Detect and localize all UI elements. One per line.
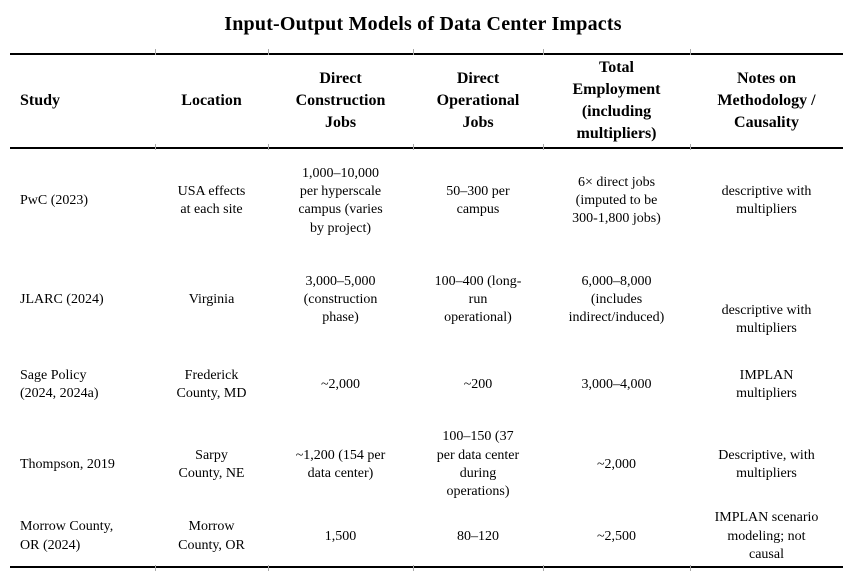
- grid-tick: [543, 565, 544, 571]
- column-header-study: Study: [20, 92, 61, 110]
- cell-location: USA effects at each site: [177, 184, 246, 218]
- cell-construction-jobs: 1,000–10,000 per hyperscale campus (vari…: [298, 165, 383, 236]
- column-header-construction-jobs: Direct Construction Jobs: [295, 70, 386, 132]
- grid-tick: [690, 49, 691, 55]
- impacts-table: Study Location Direct Construction Jobs …: [10, 53, 843, 568]
- cell-notes: IMPLAN multipliers: [736, 367, 797, 401]
- table-row-jlarc: JLARC (2024) Virginia 3,000–5,000 (const…: [10, 253, 843, 347]
- cell-notes: descriptive with multipliers: [721, 184, 812, 218]
- cell-operational-jobs: 100–150 (37 per data center during opera…: [436, 429, 520, 499]
- grid-tick: [155, 565, 156, 571]
- table-row-morrow-county: Morrow County, OR (2024) Morrow County, …: [10, 507, 843, 567]
- grid-tick: [155, 49, 156, 55]
- cell-notes: descriptive with multipliers: [721, 302, 812, 337]
- cell-total-employment: ~2,000: [596, 456, 637, 472]
- table-title: Input-Output Models of Data Center Impac…: [224, 13, 622, 35]
- cell-operational-jobs: 80–120: [457, 528, 499, 544]
- cell-study: Morrow County, OR (2024): [20, 519, 114, 553]
- cell-location: Morrow County, OR: [178, 519, 245, 553]
- cell-study: JLARC (2024): [20, 292, 104, 308]
- column-header-total-employment: Total Employment (including multipliers): [572, 59, 661, 143]
- cell-study: PwC (2023): [20, 193, 89, 209]
- column-header-notes: Notes on Methodology / Causality: [717, 70, 816, 132]
- cell-construction-jobs: 3,000–5,000 (construction phase): [303, 274, 378, 326]
- grid-tick: [543, 49, 544, 55]
- cell-study: Sage Policy (2024, 2024a): [20, 367, 99, 401]
- cell-location: Frederick County, MD: [176, 367, 247, 401]
- cell-operational-jobs: 50–300 per campus: [446, 184, 510, 218]
- cell-construction-jobs: ~1,200 (154 per data center): [295, 447, 386, 481]
- grid-tick: [413, 49, 414, 55]
- cell-operational-jobs: ~200: [463, 376, 493, 392]
- cell-location: Virginia: [188, 292, 235, 308]
- grid-tick: [268, 144, 269, 150]
- header-row: Study Location Direct Construction Jobs …: [10, 54, 843, 149]
- cell-total-employment: ~2,500: [596, 528, 637, 544]
- cell-notes: IMPLAN scenario modeling; not causal: [714, 510, 819, 562]
- cell-construction-jobs: 1,500: [324, 528, 357, 544]
- grid-tick: [268, 49, 269, 55]
- table-row-sage-policy: Sage Policy (2024, 2024a) Frederick Coun…: [10, 347, 843, 422]
- grid-tick: [690, 144, 691, 150]
- document-page: Input-Output Models of Data Center Impac…: [0, 13, 846, 581]
- cell-total-employment: 6,000–8,000 (includes indirect/induced): [568, 274, 665, 326]
- cell-notes: Descriptive, with multipliers: [718, 447, 815, 481]
- table-row-pwc: PwC (2023) USA effects at each site 1,00…: [10, 148, 843, 253]
- grid-tick: [268, 565, 269, 571]
- cell-total-employment: 3,000–4,000: [581, 376, 652, 392]
- cell-construction-jobs: ~2,000: [320, 376, 361, 392]
- grid-tick: [690, 565, 691, 571]
- grid-tick: [543, 144, 544, 150]
- cell-total-employment: 6× direct jobs (imputed to be 300-1,800 …: [572, 175, 661, 227]
- grid-tick: [155, 144, 156, 150]
- cell-operational-jobs: 100–400 (long- run operational): [434, 274, 522, 326]
- cell-study: Thompson, 2019: [20, 456, 115, 472]
- table-row-thompson: Thompson, 2019 Sarpy County, NE ~1,200 (…: [10, 422, 843, 507]
- column-header-location: Location: [181, 92, 242, 110]
- grid-tick: [413, 144, 414, 150]
- grid-tick: [413, 565, 414, 571]
- column-header-operational-jobs: Direct Operational Jobs: [436, 70, 520, 132]
- impacts-table-container: Study Location Direct Construction Jobs …: [10, 49, 843, 571]
- cell-location: Sarpy County, NE: [178, 447, 245, 481]
